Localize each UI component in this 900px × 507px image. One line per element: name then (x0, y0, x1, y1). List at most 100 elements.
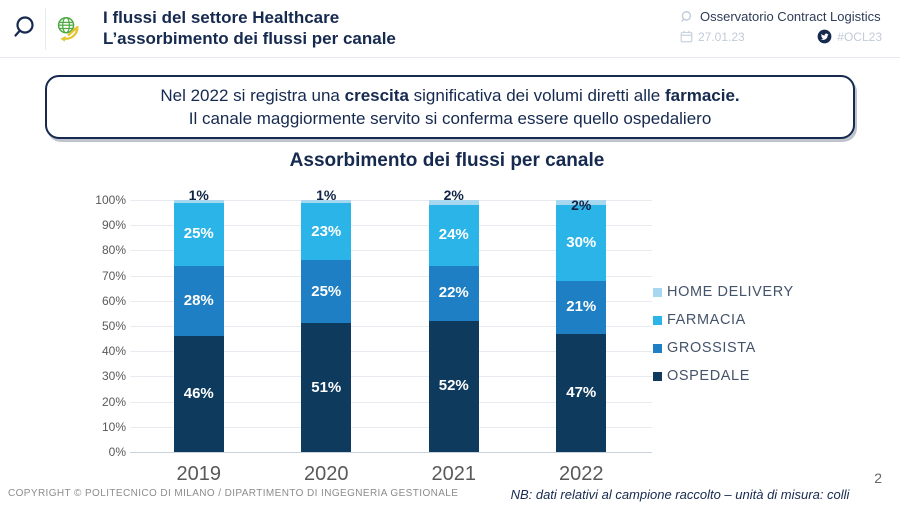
bar-segment-farmacia (428, 205, 479, 266)
top-value-label: 2% (443, 187, 464, 203)
banner-text: Nel 2022 si registra una (160, 86, 345, 105)
y-tick-label: 10% (101, 419, 126, 434)
legend-swatch-ospedale (653, 371, 662, 381)
banner-text-bold: crescita (344, 86, 409, 105)
brand-row: Osservatorio Contract Logistics (680, 9, 882, 24)
bar-segment-grossista (556, 280, 607, 334)
page-number: 2 (874, 470, 882, 486)
bar-segment-ospedale (173, 336, 224, 452)
gridline (130, 376, 652, 378)
segment-value-label: 24% (438, 226, 469, 244)
bar-segment-home-delivery (556, 200, 607, 206)
legend-swatch-grossista (653, 343, 662, 353)
segment-value-label: 22% (438, 284, 469, 302)
gridline (130, 300, 652, 302)
header-rule (0, 57, 900, 58)
x-axis-label: 2022 (559, 463, 604, 485)
y-tick-label: 20% (101, 394, 126, 409)
page-title-line2: L’assorbimento dei flussi per canale (103, 29, 396, 48)
bar-segment-ospedale (428, 320, 479, 452)
bar-segment-farmacia (301, 202, 352, 261)
bar-segment-grossista (428, 265, 479, 321)
banner-line1: Nel 2022 si registra una crescita signif… (160, 84, 739, 107)
banner-line2: Il canale maggiormente servito si confer… (188, 109, 712, 128)
legend-swatch-farmacia (653, 315, 662, 325)
bar-segment-ospedale (301, 323, 352, 452)
y-tick-label: 50% (101, 319, 126, 333)
segment-value-label: 46% (183, 385, 214, 403)
copyright-text: COPYRIGHT © POLITECNICO DI MILANO / DIPA… (8, 488, 459, 499)
meta-row: 27.01.23 #OCL23 (680, 29, 882, 44)
legend-item: OSPEDALE (653, 368, 794, 384)
small-magnifier-icon (681, 10, 692, 22)
legend-item: HOME DELIVERY (653, 284, 794, 300)
page-title: I flussi del settore Healthcare L’assorb… (103, 7, 396, 49)
top-value-label: 2% (571, 197, 592, 213)
legend-item: GROSSISTA (653, 340, 794, 356)
legend-label: GROSSISTA (667, 340, 756, 356)
bar-segment-grossista (173, 265, 224, 337)
gridline (130, 351, 652, 353)
calendar-icon (680, 30, 693, 43)
gridline (130, 326, 652, 327)
bar-segment-farmacia (556, 205, 607, 281)
bar-segment-ospedale (556, 333, 607, 452)
segment-value-label: 30% (566, 233, 597, 251)
twitter-icon (817, 29, 832, 44)
date-group: 27.01.23 (680, 30, 745, 44)
y-tick-label: 30% (101, 369, 126, 384)
bar-segment-home-delivery (301, 200, 352, 203)
segment-value-label: 21% (566, 298, 597, 316)
x-axis-label: 2019 (176, 463, 222, 485)
segment-value-label: 47% (566, 383, 597, 401)
gridline (130, 452, 652, 453)
footnote: NB: dati relativi al campione raccolto –… (510, 487, 850, 502)
header-divider (45, 8, 46, 50)
key-message-banner: Nel 2022 si registra una crescita signif… (45, 75, 855, 139)
bar-segment-home-delivery (173, 200, 224, 203)
gridline (130, 275, 652, 277)
chart-legend: HOME DELIVERY FARMACIA GROSSISTA OSPEDAL… (653, 284, 794, 396)
header: I flussi del settore Healthcare L’assorb… (0, 0, 900, 57)
y-tick-label: 90% (101, 218, 126, 233)
legend-swatch-home-delivery (653, 287, 662, 297)
y-tick-label: 100% (95, 193, 126, 207)
bar-segment-farmacia (173, 202, 224, 266)
gridline (130, 200, 652, 201)
y-tick-label: 40% (101, 344, 126, 359)
segment-value-label: 28% (183, 291, 214, 309)
top-value-label: 1% (316, 187, 337, 203)
segment-value-label: 23% (311, 222, 342, 240)
page-title-line1: I flussi del settore Healthcare (103, 8, 340, 27)
x-axis-label: 2020 (304, 463, 349, 485)
top-value-label: 1% (188, 187, 209, 203)
brand-name: Osservatorio Contract Logistics (700, 9, 881, 24)
legend-label: OSPEDALE (667, 368, 750, 384)
y-tick-label: 80% (101, 243, 126, 258)
bar-segment-home-delivery (428, 200, 479, 206)
chart-title: Assorbimento dei flussi per canale (289, 150, 605, 171)
banner-text: significativa dei volumi diretti alle (408, 86, 665, 105)
gridline (130, 401, 652, 403)
y-tick-label: 70% (101, 268, 126, 283)
date-text: 27.01.23 (698, 29, 745, 44)
header-meta: Osservatorio Contract Logistics 27.01.23 (680, 9, 882, 44)
segment-value-label: 51% (311, 378, 342, 396)
globe-arrows-logo-icon (52, 13, 82, 48)
legend-label: HOME DELIVERY (667, 284, 794, 300)
segment-value-label: 25% (311, 282, 342, 300)
segment-value-label: 25% (183, 225, 214, 243)
segment-value-label: 52% (438, 377, 469, 395)
x-axis-label: 2021 (431, 463, 477, 485)
legend-label: FARMACIA (667, 312, 746, 328)
banner-text-bold: farmacie. (664, 86, 740, 105)
bar-segment-grossista (301, 260, 352, 324)
hashtag-text: #OCL23 (837, 29, 882, 44)
magnifier-icon (12, 15, 36, 46)
hashtag-group: #OCL23 (817, 29, 882, 44)
gridline (130, 250, 652, 252)
gridline (130, 225, 652, 227)
y-tick-label: 0% (108, 445, 126, 459)
y-tick-label: 60% (101, 293, 126, 308)
legend-item: FARMACIA (653, 312, 794, 328)
